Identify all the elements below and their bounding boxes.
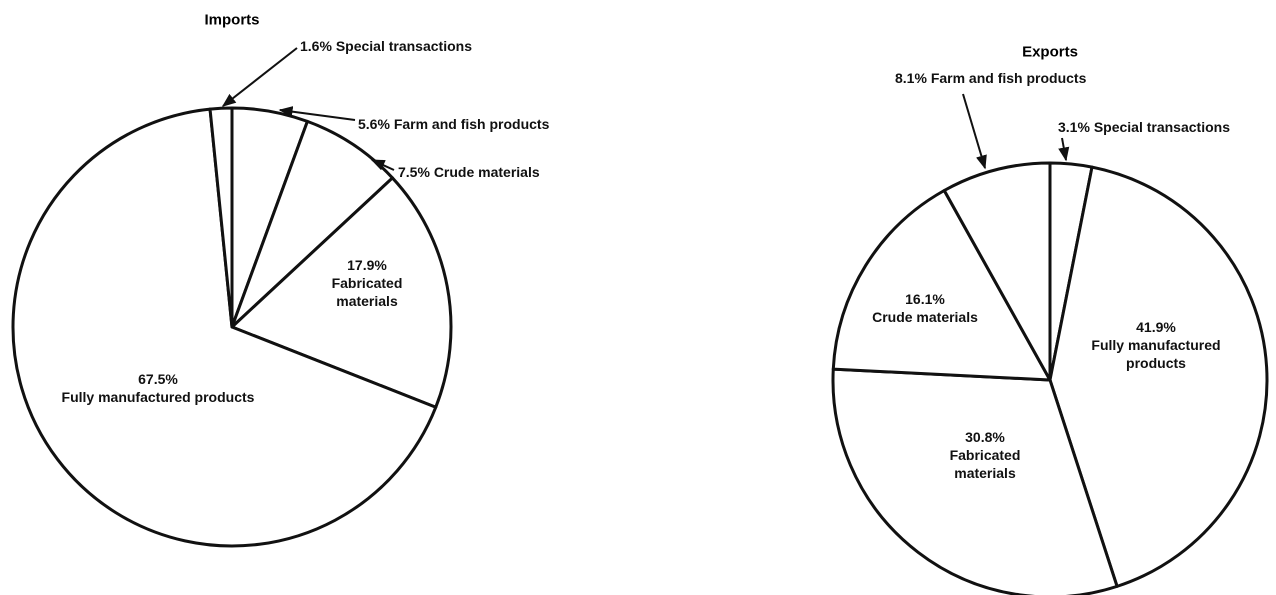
slice-label: 17.9% Fabricated materials [307,256,427,310]
slice-category-label: Farm and fish products [393,116,550,132]
pie-slice [831,367,1119,595]
slice-value-label: 17.9% [347,257,387,273]
slice-value-label: 16.1% [905,291,945,307]
slice-category-label: Farm and fish products [930,70,1087,86]
slice-value-label: 7.5% [398,164,430,180]
leader-arrow [1058,137,1070,162]
slice-label: 8.1% Farm and fish products [895,69,1086,87]
pie-slice [230,176,453,409]
pie-slice [11,107,438,548]
slice-label: 16.1% Crude materials [870,290,980,326]
pie-slice [230,119,394,329]
slice-label: 7.5% Crude materials [398,163,540,181]
slice-category-label: Fully manufactured products [1091,337,1221,371]
slice-label: 3.1% Special transactions [1058,118,1230,136]
slice-value-label: 1.6% [300,38,332,54]
leader-arrow [962,93,987,170]
slice-label: 5.6% Farm and fish products [358,115,549,133]
pie-slice [1048,165,1269,588]
slice-category-label: Fabricated materials [331,275,403,309]
leader-arrow [278,106,356,121]
slice-category-label: Fabricated materials [949,447,1021,481]
slice-value-label: 3.1% [1058,119,1090,135]
slice-label: 41.9% Fully manufactured products [1086,318,1226,372]
leader-arrow [221,47,298,107]
slice-label: 67.5% Fully manufactured products [58,370,258,406]
leader-arrow [370,159,395,171]
slice-value-label: 8.1% [895,70,927,86]
slice-value-label: 5.6% [358,116,390,132]
slice-value-label: 41.9% [1136,319,1176,335]
pie-slice [831,189,1052,382]
slice-category-label: Fully manufactured products [61,389,255,405]
pie-slice [942,161,1052,382]
chart-title: Imports [204,11,260,29]
slice-value-label: 67.5% [138,371,178,387]
slice-label: 1.6% Special transactions [300,37,472,55]
slice-category-label: Special transactions [335,38,472,54]
slice-category-label: Crude materials [872,309,978,325]
pie-slice [208,106,234,329]
slice-label: 30.8% Fabricated materials [925,428,1045,482]
slice-category-label: Crude materials [433,164,540,180]
chart-title: Exports [1022,43,1078,61]
slice-category-label: Special transactions [1093,119,1230,135]
slice-value-label: 30.8% [965,429,1005,445]
